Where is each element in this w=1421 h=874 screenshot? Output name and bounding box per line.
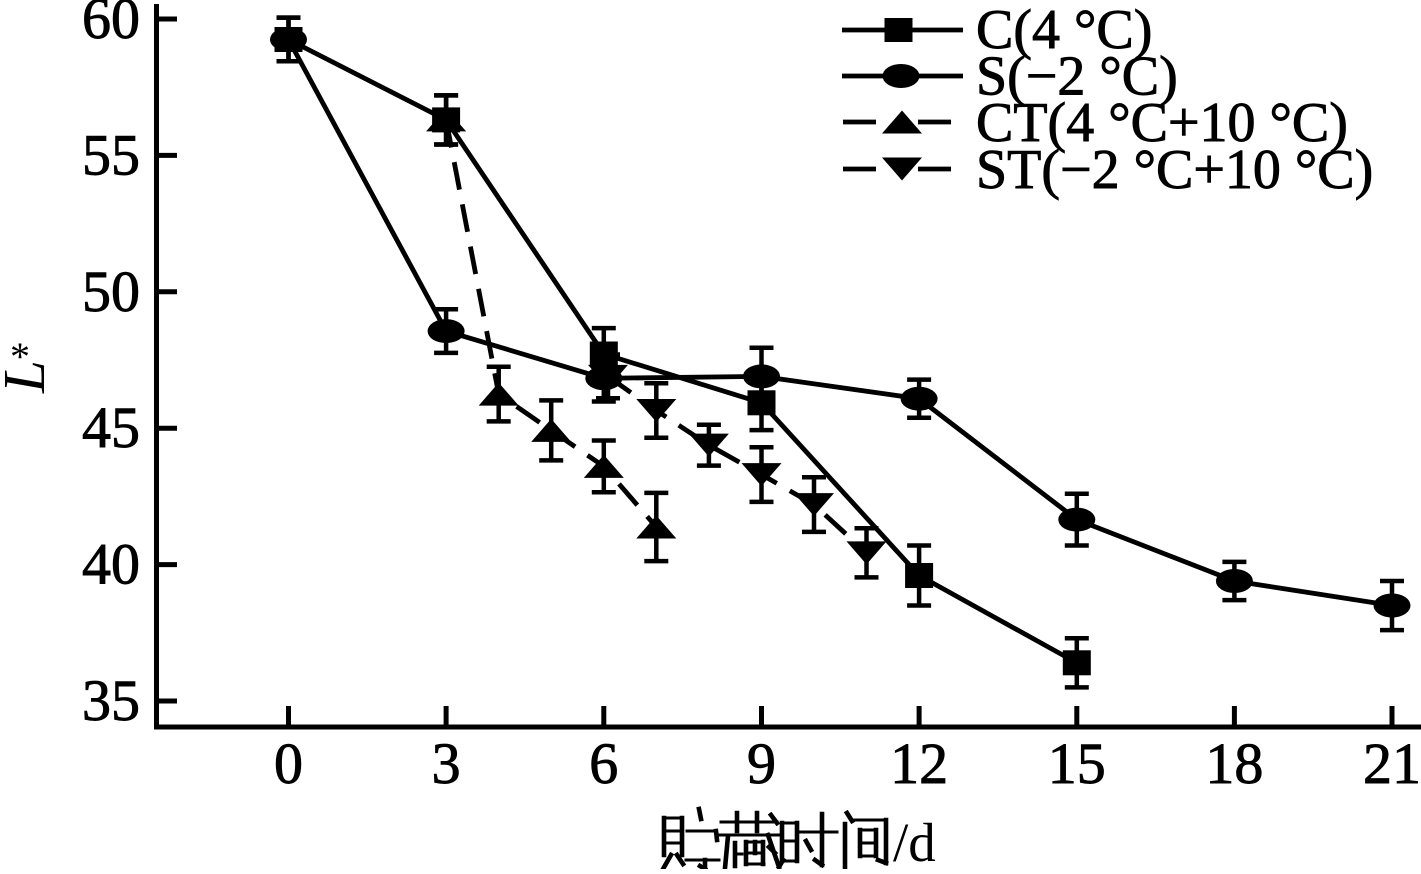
svg-text:CT(4 °C+10 °C): CT(4 °C+10 °C) bbox=[976, 92, 1348, 154]
svg-text:12: 12 bbox=[890, 731, 948, 796]
svg-text:*: * bbox=[10, 334, 30, 379]
svg-text:9: 9 bbox=[747, 731, 776, 796]
svg-text:18: 18 bbox=[1205, 731, 1263, 796]
svg-text:3: 3 bbox=[432, 731, 461, 796]
svg-text:40: 40 bbox=[82, 532, 140, 597]
svg-text:ST(−2 °C+10 °C): ST(−2 °C+10 °C) bbox=[976, 139, 1373, 201]
svg-text:45: 45 bbox=[82, 395, 140, 460]
svg-text:6: 6 bbox=[589, 731, 618, 796]
svg-text:/d: /d bbox=[893, 812, 936, 869]
svg-text:S(−2 °C): S(−2 °C) bbox=[976, 46, 1178, 108]
svg-text:50: 50 bbox=[82, 259, 140, 324]
svg-text:15: 15 bbox=[1048, 731, 1106, 796]
svg-text:60: 60 bbox=[82, 0, 140, 51]
svg-text:55: 55 bbox=[82, 122, 140, 187]
svg-text:L: L bbox=[0, 360, 57, 394]
svg-text:21: 21 bbox=[1363, 731, 1421, 796]
svg-text:C(4 °C): C(4 °C) bbox=[976, 0, 1152, 61]
svg-text:35: 35 bbox=[82, 668, 140, 733]
svg-text:0: 0 bbox=[274, 731, 303, 796]
